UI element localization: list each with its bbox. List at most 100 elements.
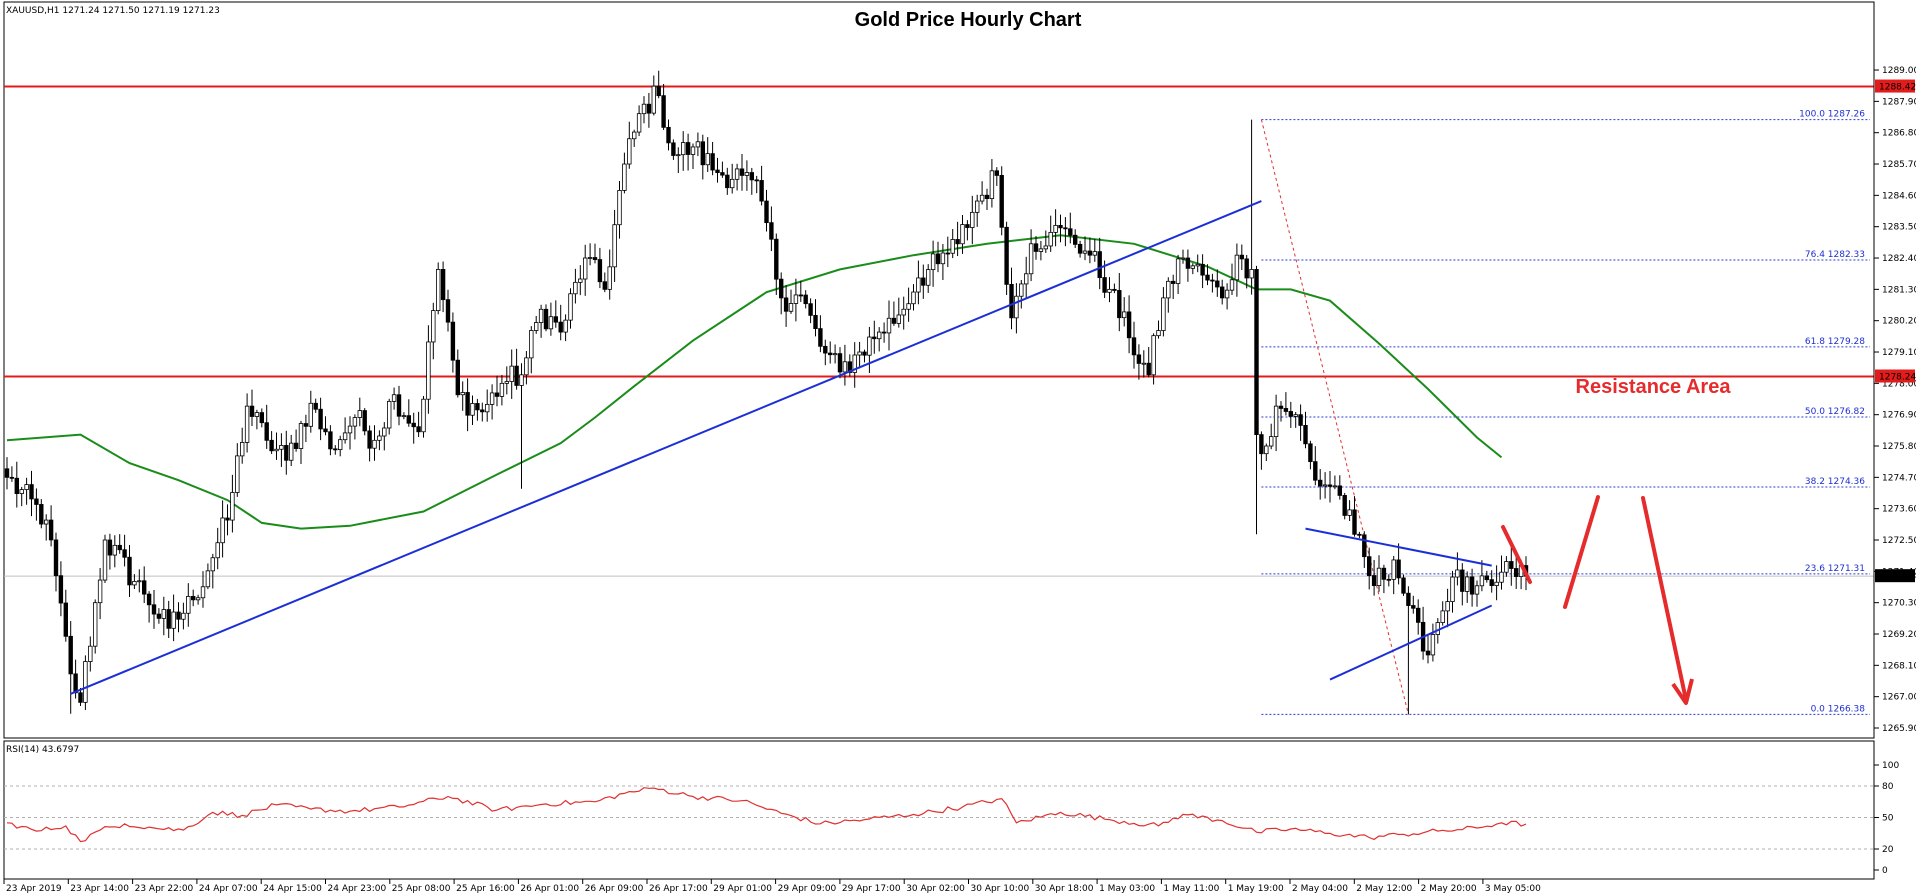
bullish-candle bbox=[1332, 485, 1338, 488]
price-tick-label: 1273.60 bbox=[1882, 505, 1916, 515]
bearish-candle bbox=[176, 611, 181, 620]
bullish-candle bbox=[734, 168, 740, 180]
bullish-candle bbox=[230, 492, 235, 521]
price-level-tag-label: 1288.42 bbox=[1879, 83, 1916, 93]
time-axis: 23 Apr 2019 23 Apr 14:00 23 Apr 22:00 24 Ap… bbox=[3, 879, 1541, 894]
bearish-candle bbox=[999, 175, 1004, 228]
bearish-candle bbox=[73, 673, 78, 694]
bearish-candle bbox=[1509, 561, 1514, 569]
bearish-candle bbox=[1460, 569, 1465, 592]
bullish-candle bbox=[1273, 405, 1279, 438]
current-price-tag-label: 1271.23 bbox=[1879, 572, 1916, 582]
bullish-candle bbox=[24, 484, 29, 490]
trend-lines bbox=[70, 200, 1493, 695]
rsi-tick-label: 50 bbox=[1882, 814, 1894, 824]
bullish-candle bbox=[1028, 243, 1034, 275]
bullish-candle bbox=[435, 269, 441, 311]
bearish-candle bbox=[862, 351, 867, 356]
rsi-line bbox=[6, 787, 1527, 843]
bullish-candle bbox=[832, 353, 838, 356]
bearish-candle bbox=[445, 299, 451, 323]
fibonacci-retracement: 100.0 1287.26 76.4 1282.33 61.8 1279.28 50.… bbox=[1260, 110, 1870, 715]
bearish-candle bbox=[1425, 650, 1431, 656]
bearish-candle bbox=[494, 392, 500, 397]
bullish-candle bbox=[877, 331, 882, 340]
bullish-candle bbox=[1175, 258, 1181, 284]
fib-level-label: 50.0 1276.82 bbox=[1805, 407, 1865, 417]
bullish-candle bbox=[695, 141, 701, 148]
bearish-candle bbox=[774, 238, 779, 280]
time-tick-label: 26 Apr 09:00 bbox=[585, 884, 644, 894]
bullish-candle bbox=[171, 611, 176, 629]
bullish-candle bbox=[426, 341, 431, 400]
bullish-candle bbox=[200, 586, 206, 599]
bullish-candle bbox=[926, 269, 931, 286]
bullish-candle bbox=[1151, 335, 1156, 376]
time-tick-label: 23 Apr 22:00 bbox=[135, 884, 194, 894]
bearish-candle bbox=[58, 575, 64, 604]
bearish-candle bbox=[872, 336, 877, 340]
fib-diagonal-line bbox=[1260, 119, 1409, 715]
bearish-candle bbox=[1357, 533, 1362, 536]
price-tick-label: 1283.50 bbox=[1882, 223, 1916, 233]
bearish-candle bbox=[1171, 280, 1176, 284]
bearish-candle bbox=[818, 328, 823, 347]
bullish-candle bbox=[254, 412, 260, 417]
bullish-candle bbox=[857, 351, 862, 356]
bullish-candle bbox=[930, 253, 936, 271]
bullish-candle bbox=[372, 439, 377, 449]
time-tick-label: 2 May 20:00 bbox=[1421, 884, 1477, 894]
bearish-candle bbox=[514, 365, 519, 386]
price-panel-frame bbox=[3, 1, 1875, 739]
bullish-candle bbox=[979, 194, 985, 202]
fib-level-label: 23.6 1271.31 bbox=[1805, 564, 1865, 574]
time-tick-label: 23 Apr 2019 bbox=[6, 884, 62, 894]
price-level-tag-label: 1278.24 bbox=[1879, 373, 1916, 383]
bearish-candle bbox=[1381, 567, 1387, 580]
time-tick-label: 29 Apr 09:00 bbox=[778, 884, 837, 894]
bullish-candle bbox=[563, 319, 568, 333]
bearish-candle bbox=[1131, 337, 1137, 356]
bearish-candle bbox=[725, 174, 730, 189]
bullish-candle bbox=[940, 252, 946, 265]
price-tick-label: 1281.30 bbox=[1882, 285, 1916, 295]
bearish-candle bbox=[78, 692, 83, 703]
bullish-candle bbox=[788, 303, 794, 312]
bullish-candle bbox=[641, 103, 647, 115]
bullish-candle bbox=[279, 444, 284, 450]
bearish-candle bbox=[1117, 290, 1122, 319]
trend-line bbox=[70, 200, 1262, 695]
bearish-candle bbox=[141, 580, 147, 595]
horizontal-levels bbox=[4, 85, 1874, 577]
bearish-candle bbox=[921, 277, 926, 286]
bullish-candle bbox=[1322, 484, 1328, 487]
bearish-candle bbox=[264, 422, 269, 441]
bullish-candle bbox=[352, 417, 358, 427]
bullish-candle bbox=[431, 310, 436, 343]
bullish-candle bbox=[460, 392, 465, 396]
bearish-candle bbox=[602, 281, 607, 290]
bullish-candle bbox=[886, 317, 892, 334]
bearish-candle bbox=[68, 635, 73, 675]
bearish-candle bbox=[671, 142, 676, 156]
bearish-candle bbox=[1298, 414, 1303, 426]
time-tick-label: 1 May 11:00 bbox=[1163, 884, 1219, 894]
bullish-candle bbox=[1122, 311, 1127, 319]
time-tick-label: 3 May 05:00 bbox=[1485, 884, 1541, 894]
bearish-candle bbox=[9, 476, 15, 479]
bullish-candle bbox=[19, 489, 24, 494]
bearish-candle bbox=[166, 609, 171, 629]
time-tick-label: 23 Apr 14:00 bbox=[70, 884, 129, 894]
bullish-candle bbox=[102, 539, 108, 581]
bullish-candle bbox=[519, 374, 524, 386]
bullish-candle bbox=[1043, 245, 1048, 250]
price-tick-label: 1269.20 bbox=[1882, 630, 1916, 640]
bullish-candle bbox=[612, 224, 617, 268]
bearish-candle bbox=[1102, 277, 1107, 293]
bearish-candle bbox=[1406, 592, 1411, 606]
bearish-candle bbox=[362, 410, 367, 432]
time-tick-label: 24 Apr 15:00 bbox=[263, 884, 322, 894]
chart-title: Gold Price Hourly Chart bbox=[855, 9, 1082, 31]
